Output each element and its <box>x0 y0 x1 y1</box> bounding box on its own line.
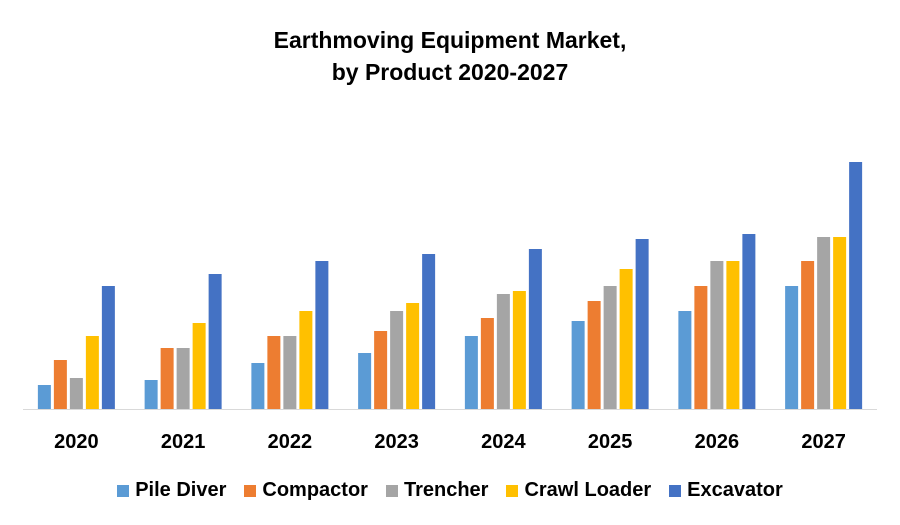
legend-swatch <box>117 484 130 497</box>
bar-pile-diver-2024 <box>464 336 478 409</box>
x-tick-label: 2027 <box>801 431 846 453</box>
x-tick-label: 2025 <box>588 431 633 453</box>
legend-label: Excavator <box>687 479 783 501</box>
legend: Pile Diver Compactor Trencher Crawl Loader E… <box>0 479 900 502</box>
legend-swatch <box>244 484 257 497</box>
legend-swatch <box>669 484 682 497</box>
bar-excavator-2022 <box>315 261 329 409</box>
x-tick-label: 2022 <box>268 431 313 453</box>
legend-item: Compactor <box>244 479 368 502</box>
legend-item: Excavator <box>669 479 783 502</box>
bar-excavator-2020 <box>101 286 115 409</box>
chart-title-line-2: by Product 2020-2027 <box>331 59 569 85</box>
bar-excavator-2021 <box>208 274 222 409</box>
legend-swatch <box>506 484 519 497</box>
bar-trencher-2023 <box>390 311 404 409</box>
bar-pile-diver-2021 <box>144 380 158 409</box>
bar-trencher-2026 <box>710 261 724 409</box>
bar-excavator-2025 <box>635 239 649 409</box>
bar-compactor-2021 <box>160 348 174 409</box>
bar-pile-diver-2025 <box>571 321 585 409</box>
bar-pile-diver-2023 <box>358 353 372 409</box>
bar-crawl-loader-2023 <box>406 303 420 409</box>
x-tick-label: 2024 <box>481 431 526 453</box>
legend-item: Crawl Loader <box>506 479 651 502</box>
bar-compactor-2023 <box>374 331 388 409</box>
bar-trencher-2025 <box>603 286 617 409</box>
bar-crawl-loader-2024 <box>512 291 526 409</box>
legend-item: Pile Diver <box>117 479 226 502</box>
bar-crawl-loader-2021 <box>192 323 206 409</box>
bar-excavator-2026 <box>742 234 756 409</box>
bar-trencher-2027 <box>817 237 831 409</box>
bar-compactor-2026 <box>694 286 708 409</box>
bar-trencher-2022 <box>283 336 297 409</box>
legend-label: Trencher <box>403 479 489 501</box>
bar-compactor-2024 <box>480 318 494 409</box>
bar-excavator-2024 <box>528 249 542 409</box>
legend-label: Compactor <box>262 479 368 501</box>
bar-compactor-2027 <box>801 261 815 409</box>
legend-swatch <box>385 484 398 497</box>
bar-crawl-loader-2022 <box>299 311 313 409</box>
bar-chart: 2020 2021 2022 2023 2024 2025 2026 2027 <box>23 162 877 453</box>
bar-crawl-loader-2020 <box>85 336 99 409</box>
bar-crawl-loader-2026 <box>726 261 740 409</box>
bar-pile-diver-2020 <box>37 385 51 409</box>
legend-label: Crawl Loader <box>524 479 652 501</box>
x-tick-label: 2021 <box>161 431 206 453</box>
bar-compactor-2020 <box>53 360 67 409</box>
legend-label: Pile Diver <box>135 479 227 501</box>
bar-compactor-2025 <box>587 301 601 409</box>
bar-crawl-loader-2027 <box>833 237 847 409</box>
chart-title: Earthmoving Equipment Market, by Product… <box>0 24 900 88</box>
x-tick-label: 2023 <box>374 431 419 453</box>
bar-crawl-loader-2025 <box>619 269 633 409</box>
bar-compactor-2022 <box>267 336 281 409</box>
bar-trencher-2024 <box>496 294 510 409</box>
bar-pile-diver-2027 <box>785 286 799 409</box>
bar-trencher-2021 <box>176 348 190 409</box>
bar-excavator-2027 <box>849 162 863 409</box>
bar-pile-diver-2026 <box>678 311 692 409</box>
x-tick-label: 2026 <box>695 431 740 453</box>
bar-trencher-2020 <box>69 378 83 409</box>
bar-excavator-2023 <box>422 254 436 409</box>
legend-item: Trencher <box>385 479 489 502</box>
bar-pile-diver-2022 <box>251 363 265 409</box>
x-tick-label: 2020 <box>54 431 99 453</box>
chart-title-line-1: Earthmoving Equipment Market, <box>273 27 627 53</box>
